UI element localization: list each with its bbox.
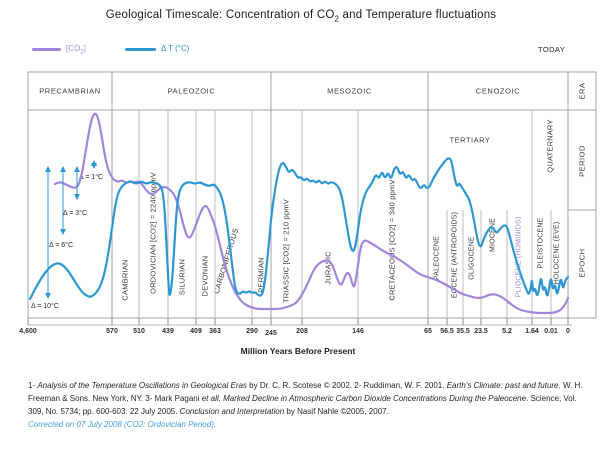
axis-band-label-era: ERA <box>577 82 587 100</box>
period-label-quaternary: QUATERNARY <box>545 119 555 173</box>
co2-legend-text: [CO <box>66 44 81 53</box>
temp-legend-label: Δ T (°C) <box>161 44 190 53</box>
tick-label-409: 409 <box>190 328 202 335</box>
page-title-text: Geological Timescale: Concentration of C… <box>105 9 335 21</box>
footnote-references: 1- Analysis of the Temperature Oscillati… <box>28 379 585 418</box>
temp-legend-swatch <box>125 48 156 51</box>
period-label-carboniferous: CARBONIFEROUS <box>211 227 241 295</box>
period-label-cretaceous-co2-340-ppmv: CRETACEOUS [CO2] = 340 ppmV <box>387 179 397 301</box>
footnote-segment: et all <box>201 394 219 403</box>
tick-label-510: 510 <box>133 328 145 335</box>
footnote-segment: . <box>218 394 224 403</box>
epoch-label-holocene-eve: HOLOCENE (EVE) <box>553 221 561 285</box>
footnote-segment: Conclusion and Interpretation <box>179 407 285 416</box>
page-title-text-end: and Temperature fluctuations <box>339 9 497 21</box>
page-title-subscript: 2 <box>334 14 340 24</box>
tick-label-208: 208 <box>296 328 308 335</box>
era-cell-mesozoic: MESOZOIC <box>327 86 372 96</box>
axis-band-label-epoch: EPOCH <box>577 248 587 278</box>
correction-note: Corrected on 07 July 2008 (CO2: Ordovici… <box>28 420 217 429</box>
era-cell-cenozoic: CENOZOIC <box>475 86 521 96</box>
delta-label-3-c: Δ = 3°C <box>63 210 88 217</box>
epoch-label-eocene-antropoids: EOCENE (ANTROPOIDS) <box>451 211 459 299</box>
era-cell-paleozoic: PALEOZOIC <box>167 86 216 96</box>
footnote-segment: by Dr. C. R. Scotese © 2002. 2- Ruddiman… <box>246 381 447 390</box>
today-label: TODAY <box>538 45 566 54</box>
delta-label-6-c: Δ = 6°C <box>49 242 74 249</box>
tick-label-146: 146 <box>352 328 364 335</box>
tick-label-0-01: 0.01 <box>544 328 558 335</box>
tick-label-4-600: 4,600 <box>19 328 37 335</box>
footnote-segment: 1- <box>28 381 38 390</box>
co2-legend-label: [CO2] <box>66 44 86 56</box>
tick-label-5-2: 5.2 <box>502 328 512 335</box>
delta-label-10-c: Δ = 10°C <box>31 303 59 310</box>
tick-label-570: 570 <box>106 328 118 335</box>
era-cell-precambrian: PRECAMBRIAN <box>39 86 101 96</box>
tick-label-290: 290 <box>246 328 258 335</box>
period-label-ordovician-co2-2240-ppmv: ORDOVICIAN [CO2] = 2240 ppmV <box>148 172 158 294</box>
tick-label-0: 0 <box>566 328 570 335</box>
period-label-cambrian: CAMBRIAN <box>120 259 130 301</box>
page-title: Geological Timescale: Concentration of C… <box>0 9 602 23</box>
period-label-jurasic: JURASIC <box>323 251 333 285</box>
footnote-segment: Earth's Climate: past and future <box>446 381 559 390</box>
tick-label-363: 363 <box>209 328 221 335</box>
x-axis-title: Million Years Before Present <box>240 346 356 356</box>
tick-label-35-5: 35.5 <box>456 328 470 335</box>
period-label-permian: PERMIAN <box>256 257 266 293</box>
period-label-triassic-co2-210-ppmv: TRIASSIC [CO2] = 210 ppmV <box>281 199 291 303</box>
tick-label-56-5: 56.5 <box>440 328 454 335</box>
epoch-label-oligocene: OLIGOCENE <box>468 236 476 280</box>
footnote: 1- Analysis of the Temperature Oscillati… <box>28 379 585 431</box>
period-label-devonian: DEVONIAN <box>200 255 210 297</box>
epoch-label-pleistocene: PLEISTOCENE <box>537 217 545 269</box>
co2-legend-text-end: ] <box>83 44 86 53</box>
footnote-segment: by Nasif Nahle ©2005, 2007. <box>284 407 389 416</box>
period-label-tertiary: TERTIARY <box>449 135 491 145</box>
period-label-silurian: SILURIAN <box>177 258 187 296</box>
tick-label-245: 245 <box>265 330 277 337</box>
footnote-segment: . Science; Vol. 309, No. 5734; pp. 600-6… <box>28 394 577 416</box>
footnote-segment: Marked Decline in Atmospheric Carbon Dio… <box>223 394 527 403</box>
delta-label-1-c: Δ = 1°C <box>79 174 104 181</box>
co2-legend-swatch <box>32 48 61 51</box>
co2-legend-subscript: 2 <box>80 49 84 56</box>
tick-label-65: 65 <box>424 328 432 335</box>
tick-label-439: 439 <box>162 328 174 335</box>
axis-band-label-period: PERIOD <box>577 145 587 177</box>
epoch-label-miocene: MIOCENE <box>489 217 497 253</box>
tick-label-1-64: 1.64 <box>525 328 539 335</box>
footnote-segment: . W. H. Freeman & Sons. New York, NY. 3-… <box>28 381 583 403</box>
tick-label-23-5: 23.5 <box>474 328 488 335</box>
epoch-label-pliocene-hominids: PLIOCENE (HOMINIDS) <box>515 216 523 298</box>
footnote-segment: Analysis of the Temperature Oscillations… <box>37 381 247 390</box>
epoch-label-paleocene: PALEOCENE <box>433 235 441 281</box>
